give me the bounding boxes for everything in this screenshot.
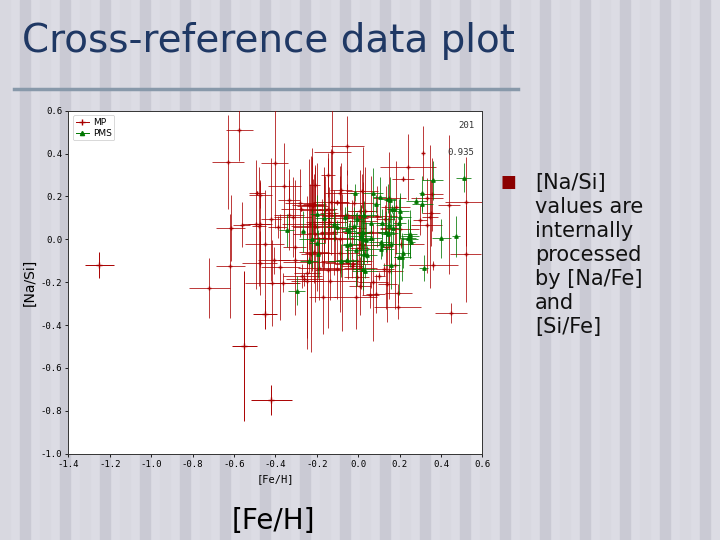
Text: ■: ■ [500,173,516,191]
Bar [80,0,90,540]
Bar [300,0,310,540]
Text: Cross-reference data plot: Cross-reference data plot [22,22,515,59]
Bar [540,0,550,540]
Legend: MP, PMS: MP, PMS [73,115,114,140]
Text: [Fe/H]: [Fe/H] [232,507,315,535]
Bar [280,0,290,540]
Bar [480,0,490,540]
Bar [20,0,30,540]
Bar [340,0,350,540]
Bar [560,0,570,540]
Bar [260,0,270,540]
Bar [40,0,50,540]
Bar [440,0,450,540]
Bar [580,0,590,540]
Bar [600,0,610,540]
Bar [500,0,510,540]
Bar [360,0,370,540]
Bar [140,0,150,540]
Bar [160,0,170,540]
Bar [120,0,130,540]
Bar [380,0,390,540]
Y-axis label: [Na/Si]: [Na/Si] [22,259,37,306]
Bar [660,0,670,540]
Bar [60,0,70,540]
Text: 201: 201 [458,121,474,130]
Bar [320,0,330,540]
Text: 0.935: 0.935 [447,148,474,158]
Bar [200,0,210,540]
Bar [0,0,10,540]
Bar [240,0,250,540]
Bar [100,0,110,540]
Bar [220,0,230,540]
Text: [Na/Si]
values are
internally
processed
by [Na/Fe]
and
[Si/Fe]: [Na/Si] values are internally processed … [535,173,643,337]
Bar [640,0,650,540]
Bar [620,0,630,540]
Bar [420,0,430,540]
Bar [460,0,470,540]
Bar [700,0,710,540]
Bar [520,0,530,540]
Bar [180,0,190,540]
X-axis label: [Fe/H]: [Fe/H] [256,475,294,484]
Bar [400,0,410,540]
Bar [680,0,690,540]
